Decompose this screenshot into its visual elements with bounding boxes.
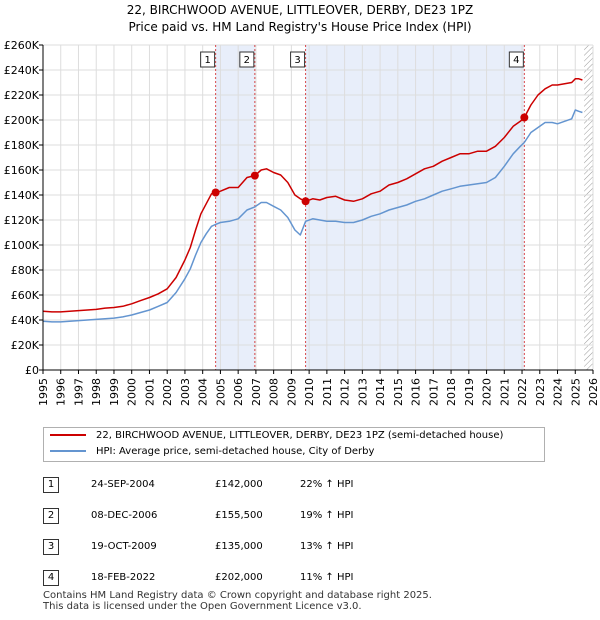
x-tick-label: 2009 [285,378,298,406]
sale-row: 1 24-SEP-2004 £142,000 22% ↑ HPI [43,474,563,505]
x-tick-label: 2024 [552,378,565,406]
y-tick-label: £80K [11,264,40,277]
sale-number-box [508,51,524,68]
x-tick-label: 2004 [197,378,210,406]
x-tick-label: 1996 [55,378,68,406]
x-tick-label: 2017 [427,378,440,406]
series-line-hpi [42,109,583,323]
x-tick-label: 2021 [498,378,511,406]
sale-price: £135,000 [215,541,263,552]
x-tick-label: 1999 [108,378,121,406]
x-tick-label: 2000 [126,378,139,406]
price-chart: 1 2 3 4 £0 £20K £40K £60K £80K £100K £120K £140K £1… [4,39,600,406]
legend-label-property: 22, BIRCHWOOD AVENUE, LITTLEOVER, DERBY,… [96,430,504,441]
sale-date: 24-SEP-2004 [91,479,155,490]
legend-label-hpi: HPI: Average price, semi-detached house,… [96,446,375,457]
y-tick-label: £160K [4,164,40,177]
x-tick-label: 2025 [569,378,582,406]
sale-number-badge: 1 [43,477,59,493]
sale-number-label: 4 [513,55,519,66]
sale-price: £142,000 [215,479,263,490]
sale-number-badge: 4 [43,570,59,586]
y-tick-label: £240K [4,64,40,77]
legend-swatch-red [50,434,86,436]
x-tick-label: 1998 [90,378,103,406]
sale-price: £202,000 [215,572,263,583]
sale-number-label: 1 [204,55,210,66]
y-tick-label: £100K [4,239,40,252]
sale-number-badge: 2 [43,508,59,524]
x-tick-label: 2014 [374,378,387,406]
sale-point [520,113,529,122]
sales-table: 1 24-SEP-2004 £142,000 22% ↑ HPI 2 08-DE… [43,474,563,598]
x-tick-label: 2002 [161,378,174,406]
x-tick-label: 1995 [37,378,50,406]
sale-row: 3 19-OCT-2009 £135,000 13% ↑ HPI [43,536,563,567]
x-tick-label: 2019 [463,378,476,406]
title-line-1: 22, BIRCHWOOD AVENUE, LITTLEOVER, DERBY,… [126,3,474,17]
y-tick-label: £120K [4,214,40,227]
sale-price: £155,500 [215,510,263,521]
x-tick-label: 2007 [250,378,263,406]
sale-number-label: 2 [244,55,250,66]
x-tick-label: 2010 [303,378,316,406]
legend-swatch-blue [50,450,86,452]
x-tick-label: 2022 [516,378,529,406]
y-tick-label: £20K [11,339,40,352]
x-tick-label: 2016 [410,378,423,406]
y-tick-label: £60K [11,289,40,302]
x-tick-label: 2001 [143,378,156,406]
x-tick-label: 2012 [339,378,352,406]
sale-date: 08-DEC-2006 [91,510,158,521]
x-tick-label: 2013 [356,378,369,406]
hatched-forecast-region [584,45,593,370]
chart-title: 22, BIRCHWOOD AVENUE, LITTLEOVER, DERBY,… [0,2,600,36]
sale-number-box [290,51,306,68]
sale-number-box [239,51,255,68]
sale-number-label: 3 [294,55,300,66]
x-tick-label: 2018 [445,378,458,406]
sale-hpi-change: 11% ↑ HPI [300,572,354,583]
x-tick-label: 2011 [321,378,334,406]
sale-date: 18-FEB-2022 [91,572,156,583]
x-tick-label: 1997 [72,378,85,406]
x-tick-label: 2026 [587,378,600,406]
x-tick-label: 2015 [392,378,405,406]
x-tick-label: 2005 [214,378,227,406]
legend-item-property: 22, BIRCHWOOD AVENUE, LITTLEOVER, DERBY,… [50,428,503,444]
shaded-period [305,45,525,370]
legend-item-hpi: HPI: Average price, semi-detached house,… [50,444,374,460]
sale-point [301,197,310,206]
y-tick-label: £0 [25,364,39,377]
sale-hpi-change: 22% ↑ HPI [300,479,354,490]
y-tick-label: £220K [4,89,40,102]
sale-row: 2 08-DEC-2006 £155,500 19% ↑ HPI [43,505,563,536]
sale-date: 19-OCT-2009 [91,541,157,552]
y-tick-label: £40K [11,314,40,327]
y-tick-label: £180K [4,139,40,152]
x-tick-label: 2006 [232,378,245,406]
x-tick-label: 2023 [534,378,547,406]
sale-row: 4 18-FEB-2022 £202,000 11% ↑ HPI [43,567,563,598]
x-tick-label: 2008 [268,378,281,406]
sale-number-box [200,51,216,68]
x-tick-label: 2020 [481,378,494,406]
legend: 22, BIRCHWOOD AVENUE, LITTLEOVER, DERBY,… [43,427,545,462]
sale-number-badge: 3 [43,539,59,555]
shaded-period [215,45,255,370]
y-tick-label: £200K [4,114,40,127]
title-line-2: Price paid vs. HM Land Registry's House … [128,20,472,34]
sale-hpi-change: 19% ↑ HPI [300,510,354,521]
footer-licence: This data is licensed under the Open Gov… [43,601,362,612]
footer-copyright: Contains HM Land Registry data © Crown c… [43,590,432,601]
sale-point [250,171,259,180]
footer: Contains HM Land Registry data © Crown c… [43,590,432,612]
sale-hpi-change: 13% ↑ HPI [300,541,354,552]
y-tick-label: £260K [4,39,40,52]
x-tick-label: 2003 [179,378,192,406]
sale-point [211,188,220,197]
y-tick-label: £140K [4,189,40,202]
